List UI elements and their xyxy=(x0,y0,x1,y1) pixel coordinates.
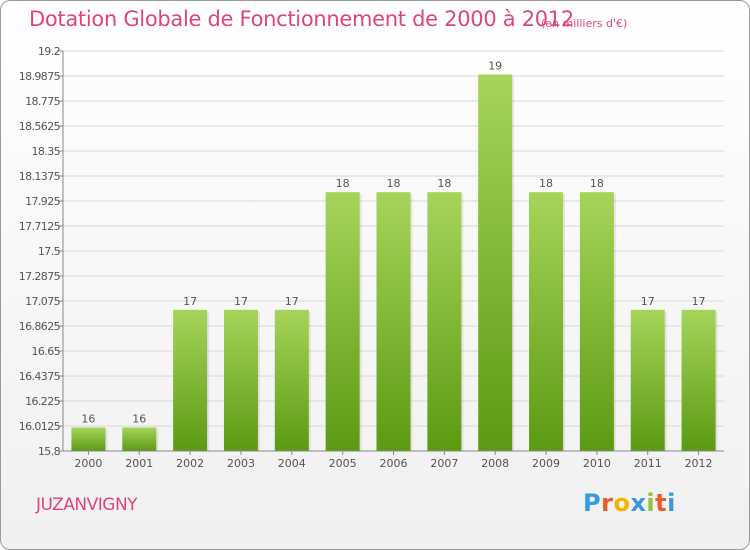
bar-rect xyxy=(579,192,614,452)
bar-2005[interactable]: 18 xyxy=(325,177,362,452)
y-tick-label: 17.925 xyxy=(25,195,60,208)
bar-2012[interactable]: 17 xyxy=(681,295,718,451)
bar-2007[interactable]: 18 xyxy=(427,177,464,452)
bar-value-label: 17 xyxy=(183,295,197,308)
axes xyxy=(62,51,724,452)
bars: 16 16 17 17 17 18 18 18 19 18 18 17 17 xyxy=(71,60,718,452)
bar-2004[interactable]: 17 xyxy=(274,295,311,451)
bar-value-label: 18 xyxy=(336,177,350,190)
bar-2001[interactable]: 16 xyxy=(122,412,159,451)
x-tick-label: 2009 xyxy=(532,457,560,470)
bar-value-label: 17 xyxy=(692,295,706,308)
x-tick-label: 2010 xyxy=(583,457,611,470)
x-tick-label: 2006 xyxy=(380,457,408,470)
y-tick-label: 16.8625 xyxy=(19,320,61,333)
bar-rect xyxy=(122,427,157,451)
bar-2009[interactable]: 18 xyxy=(529,177,566,452)
bar-value-label: 16 xyxy=(81,412,95,425)
bar-value-label: 18 xyxy=(539,177,553,190)
chart-title: Dotation Globale de Fonctionnement de 20… xyxy=(29,7,574,31)
bar-value-label: 17 xyxy=(285,295,299,308)
bar-rect xyxy=(325,192,360,452)
logo-letter: x xyxy=(630,489,647,517)
bar-value-label: 18 xyxy=(437,177,451,190)
y-tick-label: 17.5 xyxy=(38,245,61,258)
bar-value-label: 17 xyxy=(641,295,655,308)
bar-rect xyxy=(223,309,258,451)
y-axis-ticks: 15.8 16.0125 16.225 16.4375 16.65 16.8625 17.0… xyxy=(19,45,63,458)
bar-2006[interactable]: 18 xyxy=(376,177,413,452)
y-tick-label: 19.2 xyxy=(38,45,60,58)
bar-value-label: 18 xyxy=(590,177,604,190)
chart-unit-label: (en milliers d'€) xyxy=(541,17,628,30)
logo-letter: r xyxy=(601,489,614,517)
bar-2000[interactable]: 16 xyxy=(71,412,108,451)
logo-letter: i xyxy=(646,489,656,517)
bar-2002[interactable]: 17 xyxy=(173,295,210,451)
y-tick-label: 16.0125 xyxy=(19,420,61,433)
bar-rect xyxy=(274,309,309,451)
x-tick-label: 2000 xyxy=(74,457,102,470)
bar-rect xyxy=(529,192,564,452)
x-tick-label: 2001 xyxy=(125,457,153,470)
y-tick-label: 15.8 xyxy=(38,445,61,458)
x-axis-ticks: 2000 2001 2002 2003 2004 2005 2006 2007 2008 2009… xyxy=(74,451,713,470)
proxiti-logo[interactable]: Proxiti xyxy=(583,489,676,517)
y-tick-label: 18.1375 xyxy=(19,170,61,183)
y-tick-label: 16.4375 xyxy=(19,370,61,383)
x-tick-label: 2012 xyxy=(685,457,713,470)
logo-letter: P xyxy=(583,489,602,517)
x-tick-label: 2003 xyxy=(227,457,255,470)
bar-2003[interactable]: 17 xyxy=(223,295,260,451)
bar-rect xyxy=(376,192,411,452)
logo-letter: o xyxy=(613,489,631,517)
y-tick-label: 18.35 xyxy=(32,145,61,158)
y-tick-label: 16.65 xyxy=(32,345,61,358)
bar-rect xyxy=(427,192,462,452)
bar-rect xyxy=(71,427,106,451)
bar-rect xyxy=(478,74,513,451)
x-tick-label: 2008 xyxy=(481,457,509,470)
x-tick-label: 2005 xyxy=(329,457,357,470)
bar-value-label: 18 xyxy=(387,177,401,190)
y-tick-label: 17.2875 xyxy=(19,270,61,283)
y-tick-label: 16.225 xyxy=(25,395,60,408)
logo-letter: i xyxy=(667,489,676,517)
bar-2008[interactable]: 19 xyxy=(478,60,515,451)
y-tick-label: 18.775 xyxy=(25,95,60,108)
x-tick-label: 2002 xyxy=(176,457,204,470)
x-tick-label: 2004 xyxy=(278,457,306,470)
bar-value-label: 19 xyxy=(488,60,502,73)
bar-rect xyxy=(630,309,665,451)
x-tick-label: 2007 xyxy=(430,457,458,470)
y-tick-label: 17.075 xyxy=(25,295,60,308)
y-tick-label: 18.5625 xyxy=(19,120,61,133)
bar-rect xyxy=(681,309,716,451)
y-tick-label: 18.9875 xyxy=(19,70,61,83)
bar-rect xyxy=(173,309,208,451)
y-tick-label: 17.7125 xyxy=(19,220,61,233)
bar-2011[interactable]: 17 xyxy=(630,295,667,451)
logo-letter: t xyxy=(655,489,668,517)
x-tick-label: 2011 xyxy=(634,457,662,470)
bar-value-label: 16 xyxy=(132,412,146,425)
bar-2010[interactable]: 18 xyxy=(579,177,616,452)
bar-value-label: 17 xyxy=(234,295,248,308)
town-name: JUZANVIGNY xyxy=(36,495,138,515)
